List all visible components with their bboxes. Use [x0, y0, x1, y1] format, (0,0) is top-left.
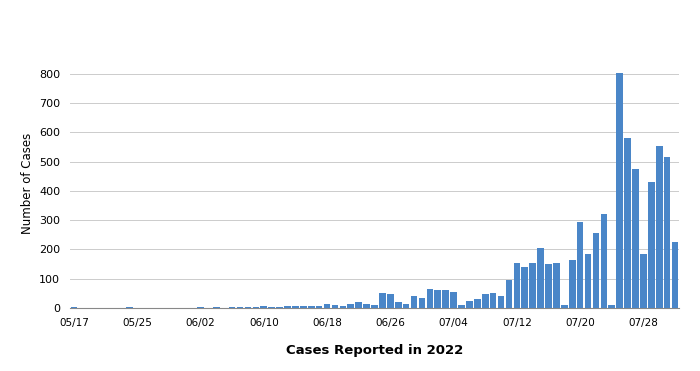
Bar — [229, 307, 235, 308]
Bar — [387, 294, 393, 308]
Bar — [411, 296, 417, 308]
Bar — [474, 299, 481, 308]
Bar — [537, 248, 544, 308]
Bar — [577, 221, 584, 308]
Bar — [561, 305, 568, 308]
Bar — [584, 254, 592, 308]
Bar — [656, 146, 663, 308]
Bar — [648, 182, 654, 308]
Bar — [356, 302, 362, 308]
Bar — [529, 263, 536, 308]
Bar — [379, 293, 386, 308]
Bar — [553, 263, 560, 308]
Bar — [522, 267, 528, 308]
Bar — [608, 305, 615, 308]
Bar — [260, 306, 267, 308]
Bar — [569, 260, 575, 308]
Bar — [545, 264, 552, 308]
Text: U.S. Monkeypox Case Trends Reported to CDC: U.S. Monkeypox Case Trends Reported to C… — [8, 16, 346, 31]
Bar — [482, 294, 489, 308]
Bar — [402, 303, 409, 308]
Bar — [514, 263, 520, 308]
Bar — [284, 306, 291, 308]
Bar — [292, 306, 299, 308]
Bar — [276, 307, 283, 308]
Bar — [237, 307, 244, 308]
Bar — [347, 303, 354, 308]
Bar — [435, 290, 441, 308]
Bar — [624, 138, 631, 308]
Bar — [632, 169, 639, 308]
Bar — [213, 307, 220, 308]
Bar — [458, 305, 465, 308]
Bar — [316, 306, 323, 308]
Bar — [672, 242, 678, 308]
Bar — [340, 306, 346, 308]
Bar — [664, 157, 671, 308]
Bar — [268, 307, 275, 308]
Bar — [323, 305, 330, 308]
Bar — [126, 307, 133, 308]
Bar — [505, 280, 512, 308]
Bar — [332, 305, 338, 308]
Bar — [466, 301, 473, 308]
Bar — [300, 306, 307, 308]
Bar — [450, 292, 457, 308]
Bar — [616, 72, 623, 308]
Bar — [253, 307, 259, 308]
X-axis label: Cases Reported in 2022: Cases Reported in 2022 — [286, 344, 463, 357]
Y-axis label: Number of Cases: Number of Cases — [20, 133, 34, 234]
Bar — [498, 296, 505, 308]
Bar — [593, 233, 599, 308]
Bar — [308, 306, 314, 308]
Bar — [395, 302, 402, 308]
Bar — [442, 290, 449, 308]
Bar — [197, 307, 204, 308]
Bar — [371, 305, 378, 308]
Bar — [363, 303, 370, 308]
Bar — [426, 289, 433, 308]
Bar — [419, 298, 426, 308]
Bar — [601, 214, 607, 308]
Bar — [71, 307, 77, 308]
Bar — [244, 307, 251, 308]
Bar — [640, 254, 647, 308]
Bar — [490, 293, 496, 308]
